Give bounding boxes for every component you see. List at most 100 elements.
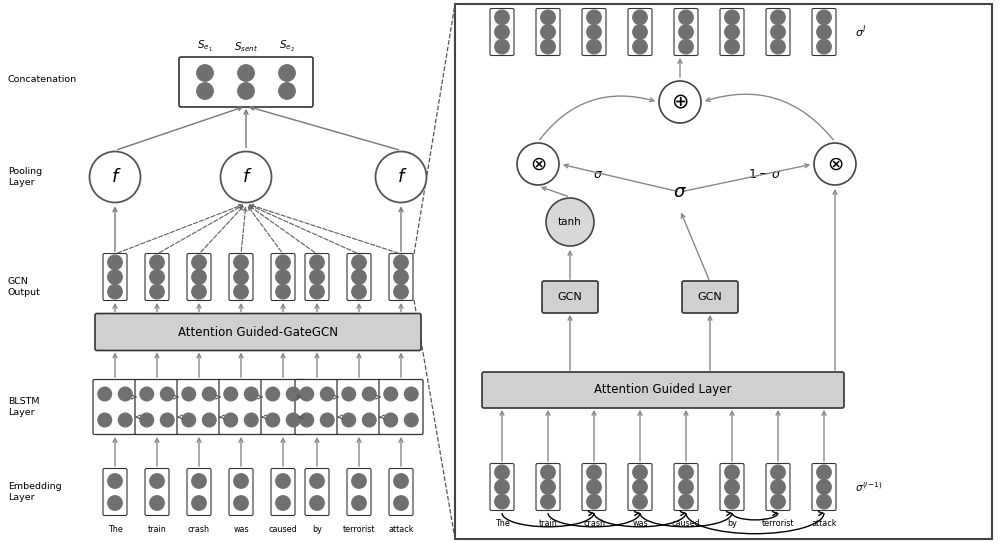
Circle shape [817, 40, 831, 54]
Circle shape [150, 496, 164, 510]
Circle shape [276, 496, 290, 510]
Circle shape [725, 480, 739, 494]
Circle shape [310, 474, 324, 488]
Circle shape [541, 10, 555, 24]
Circle shape [495, 494, 509, 509]
FancyBboxPatch shape [490, 9, 514, 55]
Circle shape [384, 413, 398, 427]
Circle shape [362, 387, 376, 401]
Text: train: train [539, 519, 557, 528]
Circle shape [679, 480, 693, 494]
Circle shape [679, 494, 693, 509]
FancyBboxPatch shape [682, 281, 738, 313]
Circle shape [541, 494, 555, 509]
FancyBboxPatch shape [305, 254, 329, 300]
Circle shape [342, 387, 356, 401]
Text: tanh: tanh [558, 217, 582, 227]
Text: f: f [112, 168, 118, 186]
Circle shape [495, 465, 509, 480]
Circle shape [817, 480, 831, 494]
FancyBboxPatch shape [219, 379, 263, 435]
Circle shape [234, 496, 248, 510]
Circle shape [352, 255, 366, 269]
Circle shape [352, 474, 366, 488]
Circle shape [192, 474, 206, 488]
Circle shape [495, 480, 509, 494]
FancyBboxPatch shape [482, 372, 844, 408]
FancyBboxPatch shape [628, 463, 652, 511]
FancyBboxPatch shape [674, 463, 698, 511]
FancyBboxPatch shape [187, 254, 211, 300]
Text: GCN
Output: GCN Output [8, 278, 41, 296]
Circle shape [362, 413, 376, 427]
Text: BLSTM
Layer: BLSTM Layer [8, 397, 40, 417]
FancyBboxPatch shape [145, 254, 169, 300]
FancyBboxPatch shape [536, 463, 560, 511]
Circle shape [633, 10, 647, 24]
Circle shape [160, 387, 174, 401]
Circle shape [546, 198, 594, 246]
FancyBboxPatch shape [337, 379, 381, 435]
Circle shape [394, 474, 408, 488]
Circle shape [108, 255, 122, 269]
Text: GCN: GCN [698, 292, 722, 302]
Circle shape [814, 143, 856, 185]
Circle shape [633, 40, 647, 54]
Text: $\sigma^l$: $\sigma^l$ [855, 24, 867, 40]
Circle shape [192, 255, 206, 269]
Circle shape [182, 413, 196, 427]
Circle shape [771, 25, 785, 39]
Circle shape [160, 413, 174, 427]
Circle shape [394, 270, 408, 284]
Text: attack: attack [811, 519, 837, 528]
Circle shape [394, 285, 408, 299]
Circle shape [587, 465, 601, 480]
FancyBboxPatch shape [490, 463, 514, 511]
Text: f: f [243, 168, 249, 186]
Circle shape [266, 387, 280, 401]
Text: f: f [398, 168, 404, 186]
Text: train: train [148, 525, 166, 533]
Circle shape [266, 413, 280, 427]
Circle shape [234, 474, 248, 488]
Circle shape [633, 25, 647, 39]
Text: $\sigma^{(l\!-\!1)}$: $\sigma^{(l\!-\!1)}$ [855, 480, 882, 494]
Circle shape [108, 496, 122, 510]
Circle shape [244, 387, 258, 401]
Circle shape [150, 255, 164, 269]
Circle shape [495, 40, 509, 54]
Circle shape [150, 285, 164, 299]
Circle shape [541, 465, 555, 480]
Circle shape [541, 25, 555, 39]
Text: was: was [632, 519, 648, 528]
Circle shape [276, 255, 290, 269]
FancyBboxPatch shape [229, 468, 253, 515]
Text: The: The [108, 525, 122, 533]
Circle shape [817, 25, 831, 39]
Circle shape [238, 65, 254, 81]
Circle shape [310, 285, 324, 299]
FancyBboxPatch shape [177, 379, 221, 435]
Circle shape [244, 413, 258, 427]
Circle shape [140, 413, 154, 427]
Circle shape [276, 285, 290, 299]
Circle shape [587, 40, 601, 54]
Circle shape [320, 413, 334, 427]
Circle shape [238, 83, 254, 99]
Circle shape [771, 40, 785, 54]
Circle shape [679, 465, 693, 480]
Circle shape [98, 387, 112, 401]
Circle shape [679, 10, 693, 24]
Circle shape [276, 474, 290, 488]
Circle shape [725, 465, 739, 480]
Circle shape [679, 40, 693, 54]
Text: Attention Guided Layer: Attention Guided Layer [594, 384, 732, 397]
Circle shape [659, 81, 701, 123]
Circle shape [817, 494, 831, 509]
Circle shape [224, 413, 238, 427]
Text: $\otimes$: $\otimes$ [530, 154, 546, 173]
FancyBboxPatch shape [720, 9, 744, 55]
Circle shape [279, 65, 295, 81]
FancyBboxPatch shape [389, 468, 413, 515]
Circle shape [771, 480, 785, 494]
